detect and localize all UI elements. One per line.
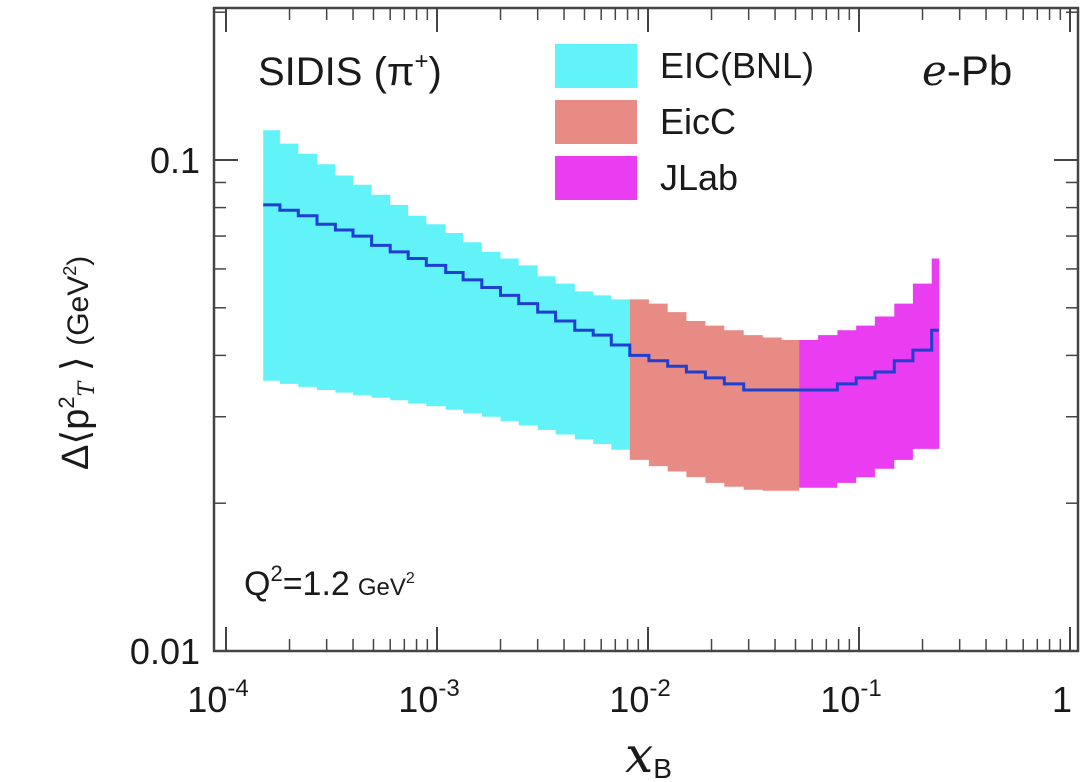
central-curve-group xyxy=(263,203,940,392)
y-tick-label: 0.01 xyxy=(130,631,200,672)
legend-swatch xyxy=(555,44,637,88)
y-axis-label: Δ⟨p2T ⟩ (GeV2) xyxy=(54,256,100,470)
x-tick-label: 10-3 xyxy=(398,675,459,720)
system-label: e-Pb xyxy=(922,46,1012,95)
process-label: SIDIS (π+) xyxy=(258,48,442,94)
band-eicc xyxy=(629,299,800,491)
legend-swatch xyxy=(555,100,637,144)
x-tick-label: 10-4 xyxy=(187,675,248,720)
x-axis-label: xB xyxy=(625,726,672,782)
x-ticks: 10-4 10-3 10-2 10-1 1 xyxy=(187,8,1072,720)
legend-label: JLab xyxy=(660,157,738,198)
legend-label: EicC xyxy=(660,101,736,142)
band-eic-bnl- xyxy=(263,130,630,455)
x-tick-label: 1 xyxy=(1052,679,1072,720)
uncertainty-bands xyxy=(263,130,940,491)
x-tick-label: 10-2 xyxy=(609,675,670,720)
legend: EIC(BNL) EicC JLab xyxy=(555,44,814,200)
y-tick-label: 0.1 xyxy=(150,140,200,181)
legend-swatch xyxy=(555,156,637,200)
band-jlab xyxy=(799,258,940,488)
central-curve xyxy=(263,203,940,392)
x-tick-label: 10-1 xyxy=(820,675,881,720)
q2-label: Q2=1.2 GeV2 xyxy=(244,561,415,603)
legend-label: EIC(BNL) xyxy=(660,45,814,86)
plot-frame xyxy=(212,6,1080,653)
